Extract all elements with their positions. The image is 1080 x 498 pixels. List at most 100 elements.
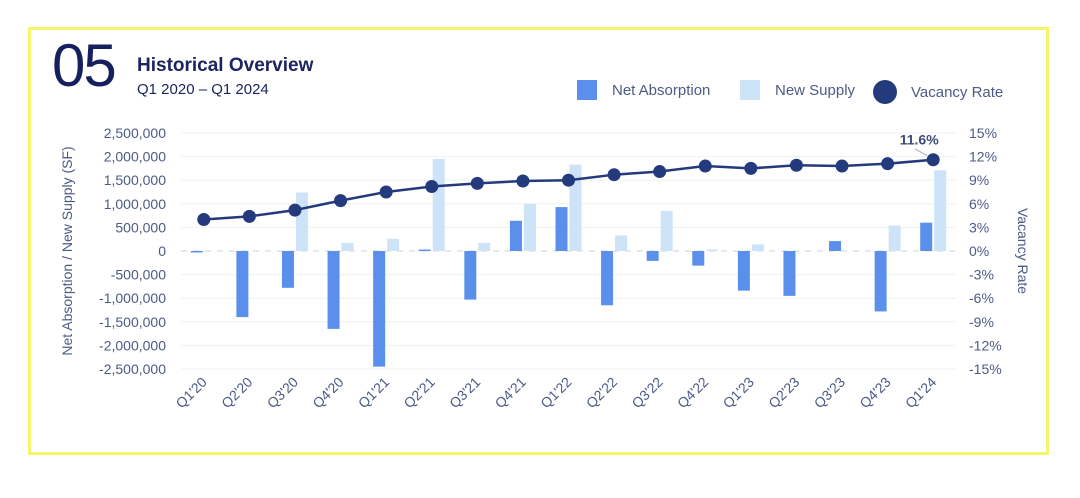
- new-supply-bar: [888, 225, 901, 251]
- x-tick-label: Q2'22: [583, 374, 621, 412]
- x-tick-label: Q4'21: [492, 374, 530, 412]
- net-absorption-bar: [555, 207, 568, 251]
- new-supply-bar: [523, 203, 536, 251]
- net-absorption-swatch: [577, 80, 597, 100]
- new-supply-bar: [341, 242, 354, 251]
- x-tick-label: Q3'22: [628, 374, 666, 412]
- y-tick-label: 500,000: [115, 219, 166, 235]
- vacancy-rate-point: [789, 158, 803, 172]
- section-number: 05: [52, 32, 117, 99]
- y2-tick-label: 0%: [969, 243, 989, 259]
- net-absorption-bar: [373, 251, 386, 367]
- vacancy-rate-swatch: [873, 80, 897, 104]
- net-absorption-bar: [327, 251, 340, 329]
- vacancy-rate-point: [288, 203, 302, 217]
- y-tick-label: 2,500,000: [104, 125, 166, 141]
- net-absorption-bar: [874, 251, 887, 312]
- y-tick-label: -1,000,000: [99, 290, 166, 306]
- vacancy-rate-point: [744, 161, 758, 175]
- net-absorption-bar: [464, 251, 477, 300]
- x-tick-label: Q1'21: [355, 374, 393, 412]
- net-absorption-bar: [920, 222, 933, 251]
- new-supply-bar: [569, 164, 582, 251]
- x-tick-label: Q2'23: [765, 374, 803, 412]
- y-tick-label: -1,500,000: [99, 314, 166, 330]
- vacancy-rate-point: [562, 173, 575, 187]
- x-tick-label: Q1'24: [902, 374, 940, 412]
- y2-tick-label: -9%: [969, 314, 994, 330]
- y2-tick-label: 12%: [969, 149, 997, 165]
- x-tick-label: Q1'22: [537, 374, 575, 412]
- vacancy-rate-point: [334, 194, 348, 208]
- vacancy-rate-point: [835, 159, 849, 173]
- y2-tick-label: -6%: [969, 290, 994, 306]
- y-tick-label: 1,000,000: [104, 196, 166, 212]
- new-supply-bar: [432, 158, 445, 251]
- new-supply-bar: [660, 210, 673, 251]
- legend-vacancy-rate: Vacancy Rate: [873, 80, 1003, 104]
- x-tick-label: Q2'20: [218, 374, 256, 412]
- net-absorption-bar: [783, 251, 796, 296]
- vacancy-rate-line: [203, 158, 934, 221]
- new-supply-bar: [751, 244, 764, 251]
- new-supply-bar: [295, 192, 308, 251]
- legend-net-absorption-label: Net Absorption: [612, 81, 711, 99]
- net-absorption-bar: [829, 241, 842, 251]
- net-absorption-bar: [190, 251, 203, 253]
- y-tick-label: -2,500,000: [99, 361, 166, 377]
- legend-net-absorption: Net Absorption: [577, 80, 710, 100]
- y2-axis-title: Vacancy Rate: [1015, 208, 1031, 294]
- net-absorption-bar: [737, 251, 750, 291]
- net-absorption-bar: [692, 251, 705, 266]
- x-tick-label: Q4'20: [309, 374, 347, 412]
- net-absorption-bar: [601, 251, 614, 306]
- vacancy-rate-point: [698, 159, 712, 173]
- chart-frame: [28, 27, 1049, 455]
- net-absorption-bar: [281, 251, 294, 288]
- new-supply-bar: [478, 242, 491, 251]
- y2-tick-label: -12%: [969, 337, 1002, 353]
- y-tick-label: -500,000: [111, 267, 166, 283]
- new-supply-bar: [934, 170, 947, 251]
- vacancy-rate-point: [926, 153, 940, 167]
- y2-tick-label: -3%: [969, 267, 994, 283]
- vacancy-rate-point: [881, 157, 895, 171]
- y-tick-label: 1,500,000: [104, 172, 166, 188]
- y2-tick-label: 6%: [969, 196, 989, 212]
- new-supply-bar: [706, 249, 719, 251]
- vacancy-rate-point: [425, 179, 439, 193]
- y2-tick-label: 15%: [969, 125, 997, 141]
- x-tick-label: Q3'23: [811, 374, 849, 412]
- y2-tick-label: -15%: [969, 361, 1002, 377]
- new-supply-bar: [387, 238, 400, 251]
- vacancy-rate-point: [516, 174, 530, 188]
- x-tick-label: Q3'20: [264, 374, 302, 412]
- x-tick-label: Q2'21: [400, 374, 438, 412]
- y-tick-label: -2,000,000: [99, 337, 166, 353]
- y2-tick-label: 9%: [969, 172, 989, 188]
- net-absorption-bar: [509, 220, 522, 251]
- annotation-leader: [914, 148, 928, 157]
- x-tick-label: Q4'22: [674, 374, 712, 412]
- x-tick-label: Q4'23: [856, 374, 894, 412]
- legend-vacancy-rate-label: Vacancy Rate: [911, 83, 1004, 101]
- x-tick-label: Q1'20: [172, 374, 210, 412]
- vacancy-rate-point: [653, 165, 667, 179]
- new-supply-swatch: [740, 80, 760, 100]
- net-absorption-bar: [646, 251, 659, 261]
- y-tick-label: 0: [158, 243, 166, 259]
- x-tick-label: Q3'21: [446, 374, 484, 412]
- chart-title: Historical Overview: [137, 55, 314, 76]
- y-tick-label: 2,000,000: [104, 149, 166, 165]
- y-axis-title: Net Absorption / New Supply (SF): [59, 146, 75, 355]
- vacancy-rate-point: [607, 168, 621, 182]
- x-tick-label: Q1'23: [720, 374, 758, 412]
- chart-subtitle: Q1 2020 – Q1 2024: [137, 81, 269, 98]
- vacancy-annotation-label: 11.6%: [900, 132, 939, 148]
- vacancy-rate-point: [242, 209, 256, 223]
- net-absorption-bar: [418, 249, 431, 251]
- legend-new-supply-label: New Supply: [775, 81, 856, 99]
- vacancy-rate-point: [379, 185, 393, 199]
- vacancy-rate-point: [470, 176, 484, 190]
